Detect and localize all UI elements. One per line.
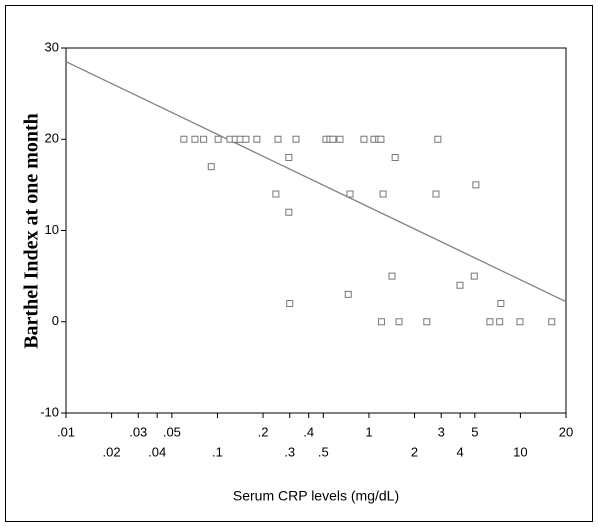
x-tick-label: .05: [163, 424, 181, 439]
x-tick-label: .4: [303, 424, 314, 439]
point: [456, 281, 464, 289]
x-axis-label: Serum CRP levels (mg/dL): [233, 488, 399, 504]
x-tick-label: .02: [103, 444, 121, 459]
point: [472, 181, 480, 189]
point: [486, 318, 494, 326]
point: [496, 318, 504, 326]
point: [423, 318, 431, 326]
point: [336, 135, 344, 143]
point: [285, 208, 293, 216]
x-tick-label: 4: [457, 444, 464, 459]
point: [377, 318, 385, 326]
point: [272, 190, 280, 198]
point: [214, 135, 222, 143]
x-tick-label: 5: [471, 424, 478, 439]
fit-line: [65, 61, 567, 303]
point: [470, 272, 478, 280]
y-tick-label: -10: [40, 404, 59, 419]
point: [388, 272, 396, 280]
point: [497, 300, 505, 307]
x-tick-label: 3: [438, 424, 445, 439]
point: [329, 135, 337, 143]
point: [242, 135, 250, 143]
point: [207, 163, 215, 171]
point: [344, 290, 352, 298]
y-tick-label: 20: [45, 131, 59, 146]
point: [236, 135, 244, 143]
y-tick-label: 10: [45, 222, 59, 237]
point: [180, 135, 188, 143]
point: [274, 135, 282, 143]
point: [516, 318, 524, 326]
point: [191, 135, 199, 143]
point: [253, 135, 261, 143]
point: [391, 154, 399, 161]
x-tick-label: .01: [57, 424, 75, 439]
point: [360, 135, 368, 143]
y-tick-label: 30: [45, 39, 59, 54]
x-tick-label: .03: [129, 424, 147, 439]
x-tick-label: 1: [365, 424, 372, 439]
x-tick-label: .1: [212, 444, 223, 459]
point: [377, 135, 385, 143]
x-tick-label: 20: [559, 424, 573, 439]
x-tick-label: .04: [148, 444, 166, 459]
point: [434, 135, 442, 143]
chart-frame: [5, 5, 593, 522]
point: [379, 190, 387, 198]
point: [346, 190, 354, 198]
x-tick-label: 2: [411, 444, 418, 459]
x-tick-label: .2: [258, 424, 269, 439]
x-tick-label: .3: [284, 444, 295, 459]
point: [285, 154, 293, 161]
point: [292, 135, 300, 143]
y-axis-label: Barthel Index at one month: [21, 113, 43, 349]
x-tick-label: 10: [513, 444, 527, 459]
point: [432, 190, 440, 198]
point: [548, 318, 556, 326]
point: [200, 135, 208, 143]
point: [395, 318, 403, 326]
x-tick-label: .5: [318, 444, 329, 459]
point: [286, 300, 294, 307]
y-tick-label: 0: [52, 313, 59, 328]
